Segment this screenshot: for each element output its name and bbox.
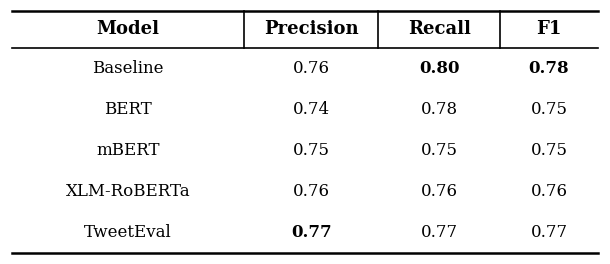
Text: 0.76: 0.76 (531, 183, 567, 200)
Text: 0.78: 0.78 (529, 60, 569, 77)
Text: Recall: Recall (407, 20, 471, 38)
Text: Model: Model (96, 20, 160, 38)
Text: 0.76: 0.76 (421, 183, 458, 200)
Text: 0.80: 0.80 (419, 60, 459, 77)
Text: TweetEval: TweetEval (84, 224, 172, 241)
Text: Baseline: Baseline (92, 60, 164, 77)
Text: 0.77: 0.77 (421, 224, 458, 241)
Text: Precision: Precision (264, 20, 359, 38)
Text: 0.75: 0.75 (531, 142, 567, 159)
Text: BERT: BERT (104, 101, 152, 118)
Text: 0.75: 0.75 (421, 142, 458, 159)
Text: F1: F1 (536, 20, 562, 38)
Text: 0.77: 0.77 (291, 224, 331, 241)
Text: 0.75: 0.75 (293, 142, 329, 159)
Text: 0.77: 0.77 (531, 224, 567, 241)
Text: mBERT: mBERT (96, 142, 160, 159)
Text: 0.76: 0.76 (293, 60, 329, 77)
Text: XLM-RoBERTa: XLM-RoBERTa (66, 183, 190, 200)
Text: 0.74: 0.74 (293, 101, 329, 118)
Text: 0.75: 0.75 (531, 101, 567, 118)
Text: 0.78: 0.78 (421, 101, 458, 118)
Text: 0.76: 0.76 (293, 183, 329, 200)
